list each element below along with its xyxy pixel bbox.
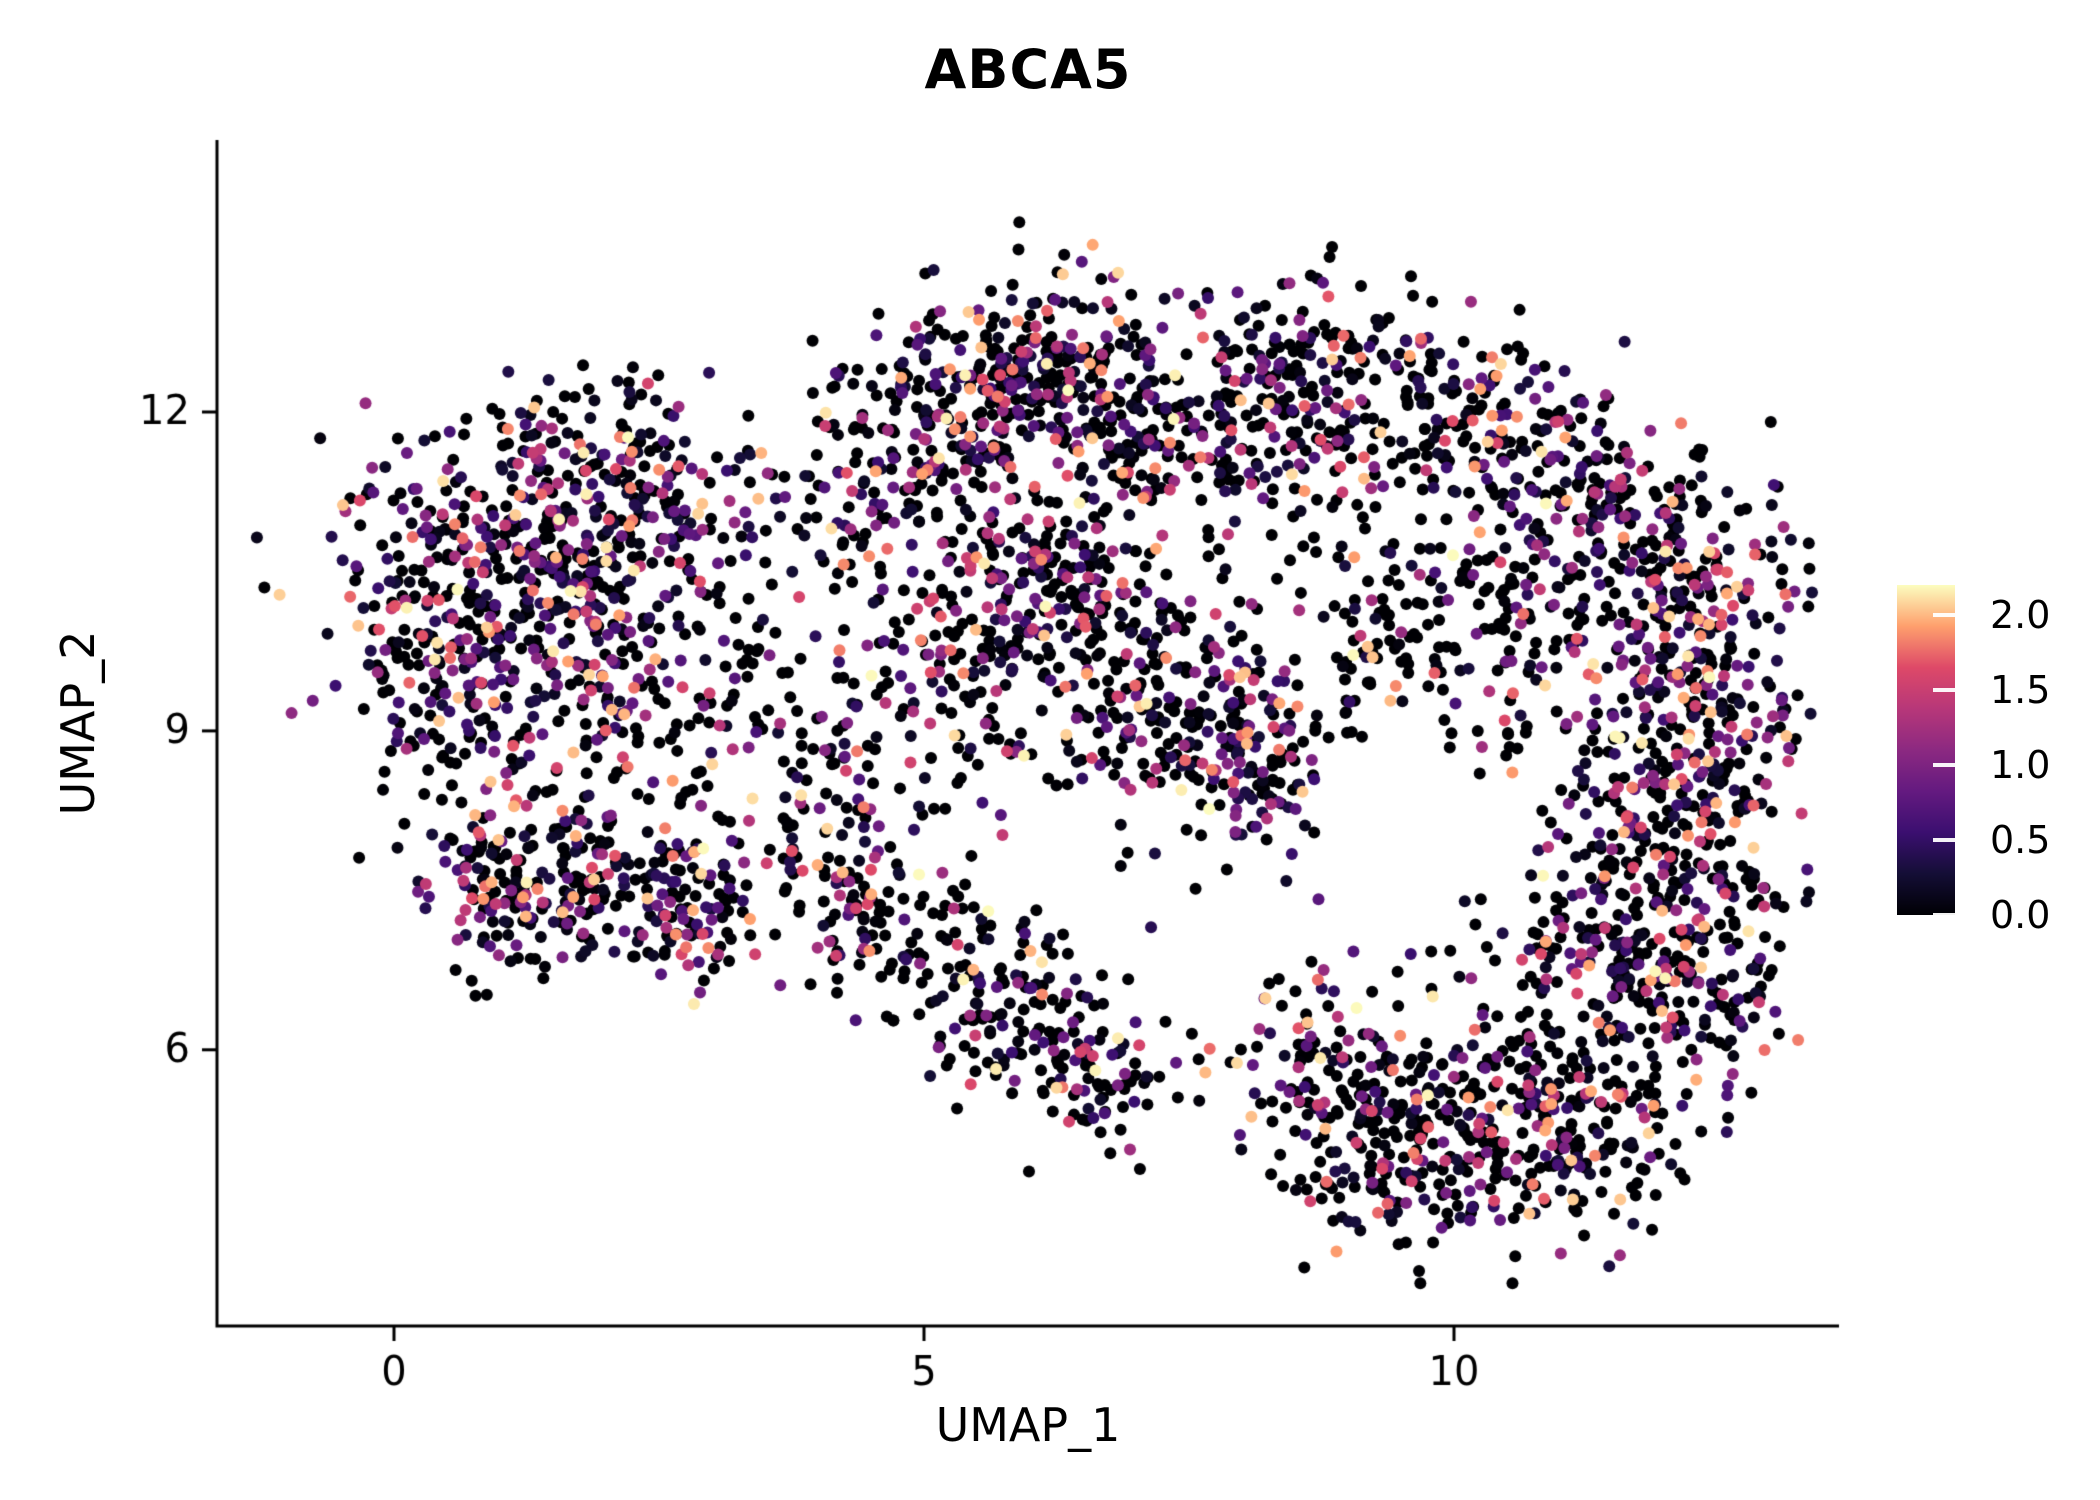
colorbar-tick-label: 2.0 xyxy=(1990,593,2051,637)
colorbar-tick-label: 1.0 xyxy=(1990,743,2051,787)
plot-title: ABCA5 xyxy=(924,38,1132,101)
colorbar-tick-label: 0.5 xyxy=(1990,818,2051,862)
colorbar-tick-mark xyxy=(1933,688,1955,692)
y-axis-label: UMAP_2 xyxy=(51,630,105,816)
colorbar-tick-mark xyxy=(1933,913,1955,917)
colorbar-tick-mark xyxy=(1933,613,1955,617)
colorbar-tick-mark xyxy=(1933,763,1955,767)
colorbar-tick-mark xyxy=(1933,838,1955,842)
colorbar-gradient xyxy=(1897,585,1955,915)
colorbar-tick-label: 0.0 xyxy=(1990,893,2051,937)
x-axis-label: UMAP_1 xyxy=(935,1398,1121,1452)
colorbar-tick-label: 1.5 xyxy=(1990,668,2051,712)
